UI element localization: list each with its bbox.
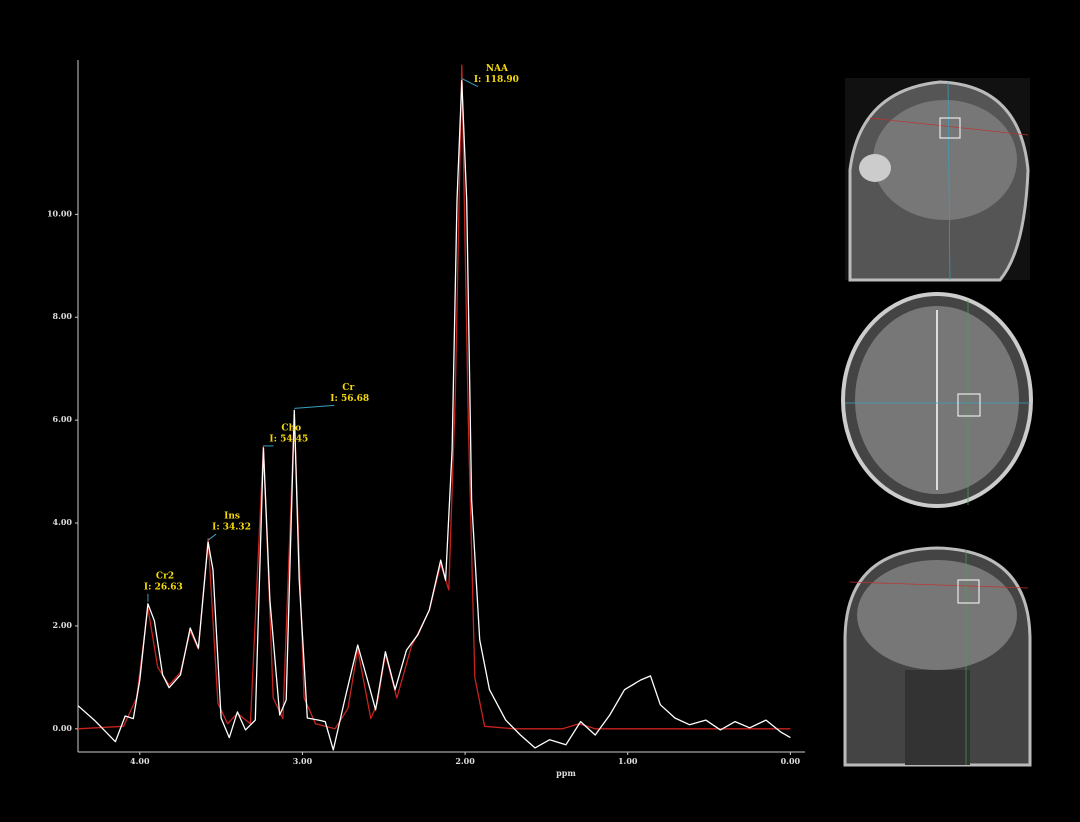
y-tick-label: 6.00 [53, 414, 73, 424]
coronal-neck [905, 670, 970, 765]
annotation-leader [207, 533, 217, 541]
annotation-name: Cr [342, 383, 354, 393]
annotation-label: I: 26.63 [144, 582, 183, 592]
annotation-label: I: 54.45 [269, 434, 308, 444]
sagittal-eye [859, 154, 891, 182]
crosshair [947, 81, 951, 281]
y-tick-label: 10.00 [47, 208, 72, 218]
annotation-leader [461, 78, 479, 88]
y-tick-label: 0.00 [53, 723, 73, 733]
y-tick-label: 2.00 [53, 620, 73, 630]
crosshair [849, 581, 1029, 589]
x-tick-label: 0.00 [781, 756, 801, 766]
annotation-leader [294, 404, 335, 409]
x-tick-label: 2.00 [455, 756, 475, 766]
annotation-label: I: 118.90 [474, 75, 519, 85]
annotation-name: Cho [281, 423, 301, 433]
spectrum-line [77, 79, 791, 751]
annotation-name: Cr2 [156, 571, 174, 581]
coronal-brain [857, 560, 1017, 670]
voxel-box [957, 393, 981, 417]
y-tick-label: 4.00 [53, 517, 73, 527]
x-tick-label: 1.00 [618, 756, 638, 766]
voxel-box [957, 579, 980, 604]
x-tick-label: 4.00 [130, 756, 150, 766]
x-tick-label: 3.00 [293, 756, 313, 766]
x-axis-label: ppm [556, 768, 576, 778]
mri-views [841, 78, 1033, 767]
y-tick-label: 8.00 [53, 311, 73, 321]
annotation-label: I: 34.32 [212, 523, 251, 533]
annotation-name: Ins [224, 512, 240, 522]
voxel-box [939, 117, 961, 139]
annotation-name: NAA [486, 64, 509, 74]
crosshair [869, 117, 1029, 136]
annotation-label: I: 56.68 [330, 394, 369, 404]
